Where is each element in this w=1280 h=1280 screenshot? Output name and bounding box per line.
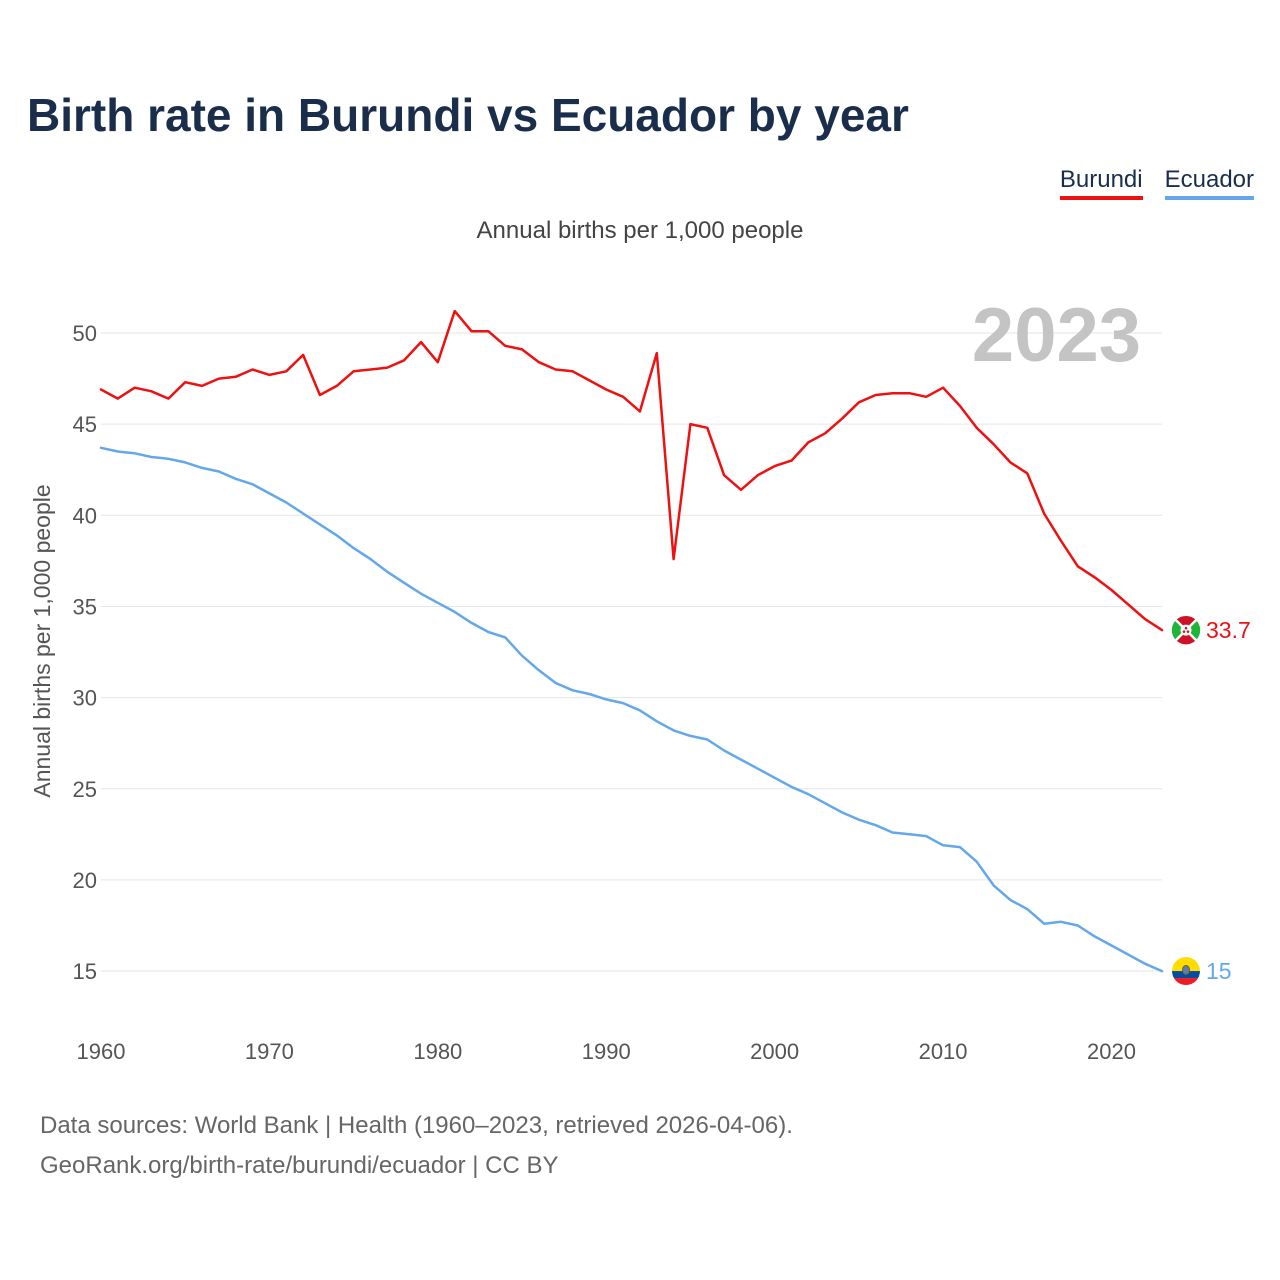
line-chart: 15 20 25 30 35 40 45 50 1960 1970 1980 1990 2000 201… (29, 293, 1251, 1064)
flag-yellow (1172, 957, 1200, 972)
end-label-burundi: 33.7 (1206, 617, 1251, 643)
x-tick-label: 2010 (919, 1039, 968, 1064)
y-tick-label: 50 (73, 321, 97, 346)
y-tick-label: 40 (73, 503, 97, 528)
y-tick-label: 15 (73, 959, 97, 984)
chart-subtitle: Annual births per 1,000 people (476, 217, 804, 244)
x-tick-label: 1960 (77, 1039, 126, 1064)
x-axis-ticks: 1960 1970 1980 1990 2000 2010 2020 (77, 1039, 1136, 1064)
y-axis-ticks: 15 20 25 30 35 40 45 50 (73, 321, 97, 984)
source-url-line[interactable]: GeoRank.org/birth-rate/burundi/ecuador |… (40, 1152, 559, 1179)
end-label-ecuador: 15 (1206, 958, 1232, 984)
source-note: Data sources: World Bank | Health (1960–… (40, 1106, 793, 1186)
flag-center-disc (1180, 624, 1192, 636)
y-tick-label: 30 (73, 686, 97, 711)
x-tick-label: 1970 (245, 1039, 294, 1064)
current-year-label: 2023 (972, 293, 1141, 378)
flag-red-bottom (1176, 630, 1196, 645)
legend: Burundi Ecuador (1059, 166, 1254, 200)
legend-item-ecuador[interactable]: Ecuador (1164, 166, 1254, 200)
flag-star (1186, 630, 1190, 633)
flag-red-top (1176, 615, 1196, 631)
x-tick-label: 1990 (582, 1039, 631, 1064)
ecuador-flag-icon (1172, 957, 1200, 986)
flag-green-right (1186, 620, 1201, 641)
y-tick-label: 25 (73, 777, 97, 802)
flag-emblem (1182, 965, 1190, 976)
x-tick-label: 1980 (413, 1039, 462, 1064)
flag-green-left (1171, 620, 1186, 641)
series-line-ecuador (99, 446, 1164, 973)
series-line-burundi (99, 309, 1164, 632)
flag-red (1172, 978, 1200, 986)
y-tick-label: 45 (73, 412, 97, 437)
flag-star (1182, 630, 1186, 633)
y-axis-title: Annual births per 1,000 people (29, 484, 55, 797)
burundi-flag-icon (1171, 615, 1201, 645)
legend-item-burundi[interactable]: Burundi (1059, 166, 1143, 200)
x-tick-label: 2000 (750, 1039, 799, 1064)
grid-lines (101, 332, 1162, 972)
x-tick-label: 2020 (1087, 1039, 1136, 1064)
y-tick-label: 35 (73, 594, 97, 619)
chart-title: Birth rate in Burundi vs Ecuador by year (27, 89, 909, 141)
flag-star (1184, 626, 1188, 630)
series-lines (99, 309, 1164, 973)
y-tick-label: 20 (73, 868, 97, 893)
source-line: Data sources: World Bank | Health (1960–… (40, 1112, 793, 1139)
series-end-labels: 33.7 15 (1171, 615, 1251, 986)
